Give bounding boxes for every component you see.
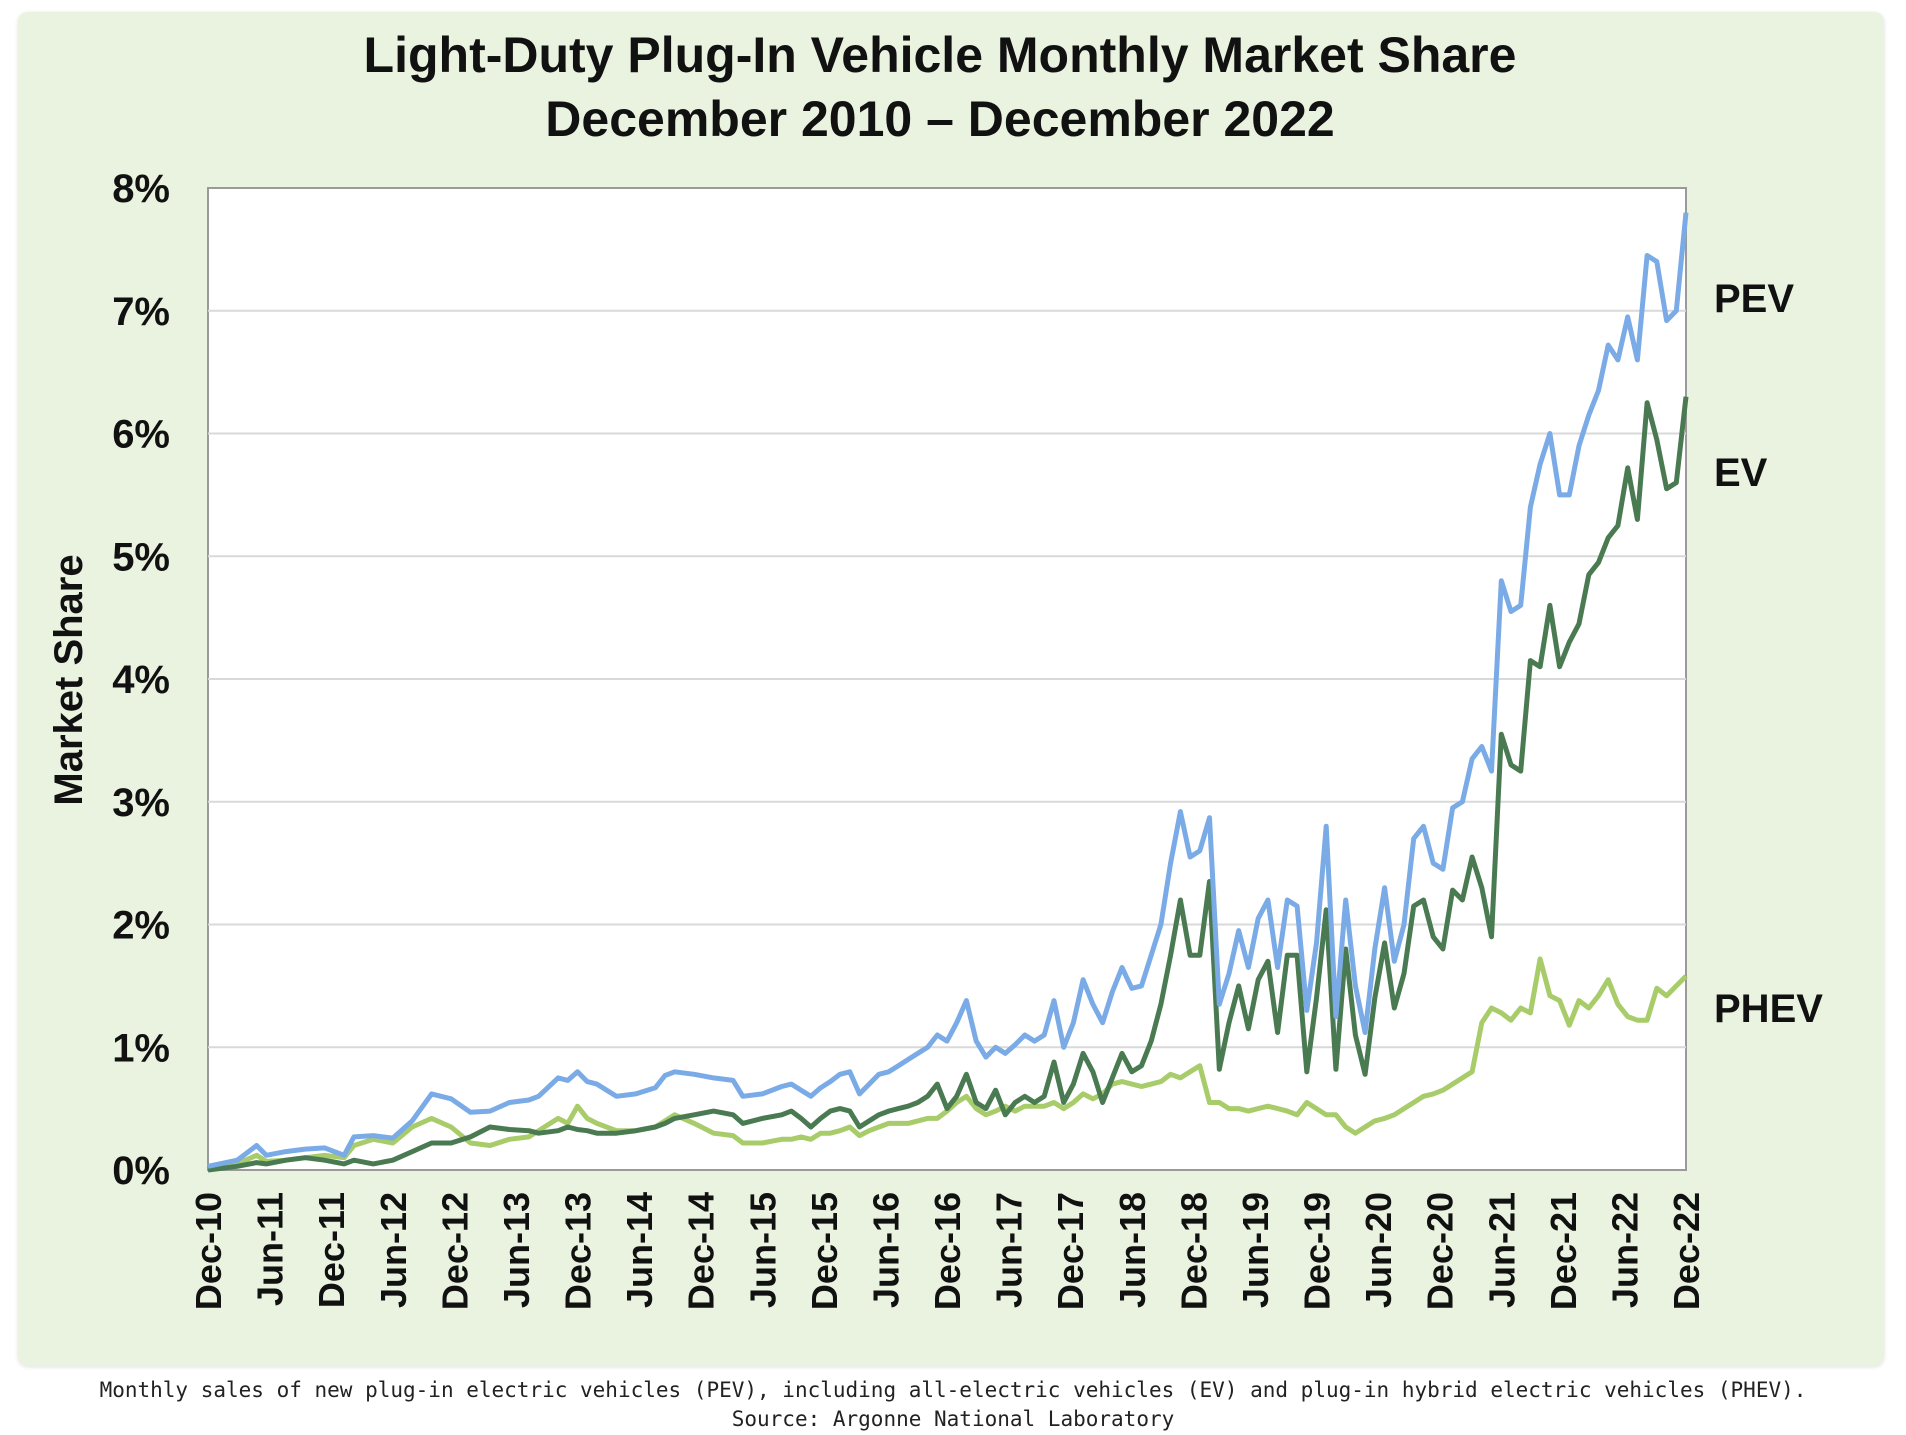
x-tick-label: Jun-19 bbox=[1235, 1192, 1276, 1308]
chart-subtitle: December 2010 – December 2022 bbox=[545, 91, 1334, 147]
x-tick-label: Dec-10 bbox=[188, 1192, 229, 1310]
x-tick-label: Dec-15 bbox=[804, 1192, 845, 1310]
y-tick-label: 5% bbox=[112, 535, 170, 579]
y-tick-label: 6% bbox=[112, 413, 170, 457]
x-tick-label: Jun-14 bbox=[619, 1192, 660, 1308]
y-tick-label: 0% bbox=[112, 1149, 170, 1193]
y-axis-ticks: 0% 1% 2% 3% 4% 5% 6% 7% 8% bbox=[112, 167, 170, 1193]
y-tick-label: 4% bbox=[112, 658, 170, 702]
y-axis-label: Market Share bbox=[47, 554, 91, 805]
y-tick-label: 3% bbox=[112, 781, 170, 825]
gridlines bbox=[208, 309, 1686, 1049]
x-tick-label: Dec-14 bbox=[681, 1192, 722, 1310]
series-line-phev bbox=[207, 956, 1688, 1170]
x-tick-label: Jun-16 bbox=[865, 1192, 906, 1308]
x-tick-label: Dec-17 bbox=[1050, 1192, 1091, 1310]
series-line-pev bbox=[207, 212, 1689, 1169]
x-tick-label: Jun-21 bbox=[1481, 1192, 1522, 1308]
market-share-line-chart: Light-Duty Plug-In Vehicle Monthly Marke… bbox=[47, 27, 1823, 1310]
x-tick-label: Dec-12 bbox=[434, 1192, 475, 1310]
x-tick-label: Jun-12 bbox=[373, 1192, 414, 1308]
x-tick-label: Dec-22 bbox=[1666, 1192, 1707, 1310]
series-lines bbox=[207, 212, 1689, 1173]
x-tick-label: Jun-15 bbox=[742, 1192, 783, 1308]
x-tick-label: Dec-13 bbox=[558, 1192, 599, 1310]
x-tick-label: Jun-18 bbox=[1112, 1192, 1153, 1308]
x-tick-label: Dec-16 bbox=[927, 1192, 968, 1310]
x-tick-label: Jun-20 bbox=[1358, 1192, 1399, 1308]
x-tick-label: Jun-11 bbox=[250, 1192, 291, 1306]
x-tick-label: Dec-18 bbox=[1173, 1192, 1214, 1310]
y-tick-label: 1% bbox=[112, 1026, 170, 1070]
x-tick-label: Dec-19 bbox=[1297, 1192, 1338, 1310]
y-tick-label: 8% bbox=[112, 167, 170, 211]
series-label-ev: EV bbox=[1714, 451, 1768, 495]
series-line-ev bbox=[207, 396, 1689, 1173]
x-tick-label: Jun-17 bbox=[989, 1192, 1030, 1308]
x-tick-label: Dec-11 bbox=[311, 1192, 352, 1308]
x-tick-label: Dec-20 bbox=[1420, 1192, 1461, 1310]
x-tick-label: Jun-22 bbox=[1604, 1192, 1645, 1308]
figure-caption: Monthly sales of new plug-in electric ve… bbox=[99, 1378, 1807, 1431]
series-label-phev: PHEV bbox=[1714, 987, 1823, 1031]
x-axis-ticks: Dec-10 Jun-11 Dec-11 Jun-12 Dec-12 Jun-13 Dec-… bbox=[188, 1192, 1707, 1310]
chart-title: Light-Duty Plug-In Vehicle Monthly Marke… bbox=[364, 27, 1517, 83]
y-tick-label: 7% bbox=[112, 290, 170, 334]
x-tick-label: Dec-21 bbox=[1543, 1192, 1584, 1310]
x-tick-label: Jun-13 bbox=[496, 1192, 537, 1308]
series-label-pev: PEV bbox=[1714, 277, 1794, 321]
y-tick-label: 2% bbox=[112, 904, 170, 948]
